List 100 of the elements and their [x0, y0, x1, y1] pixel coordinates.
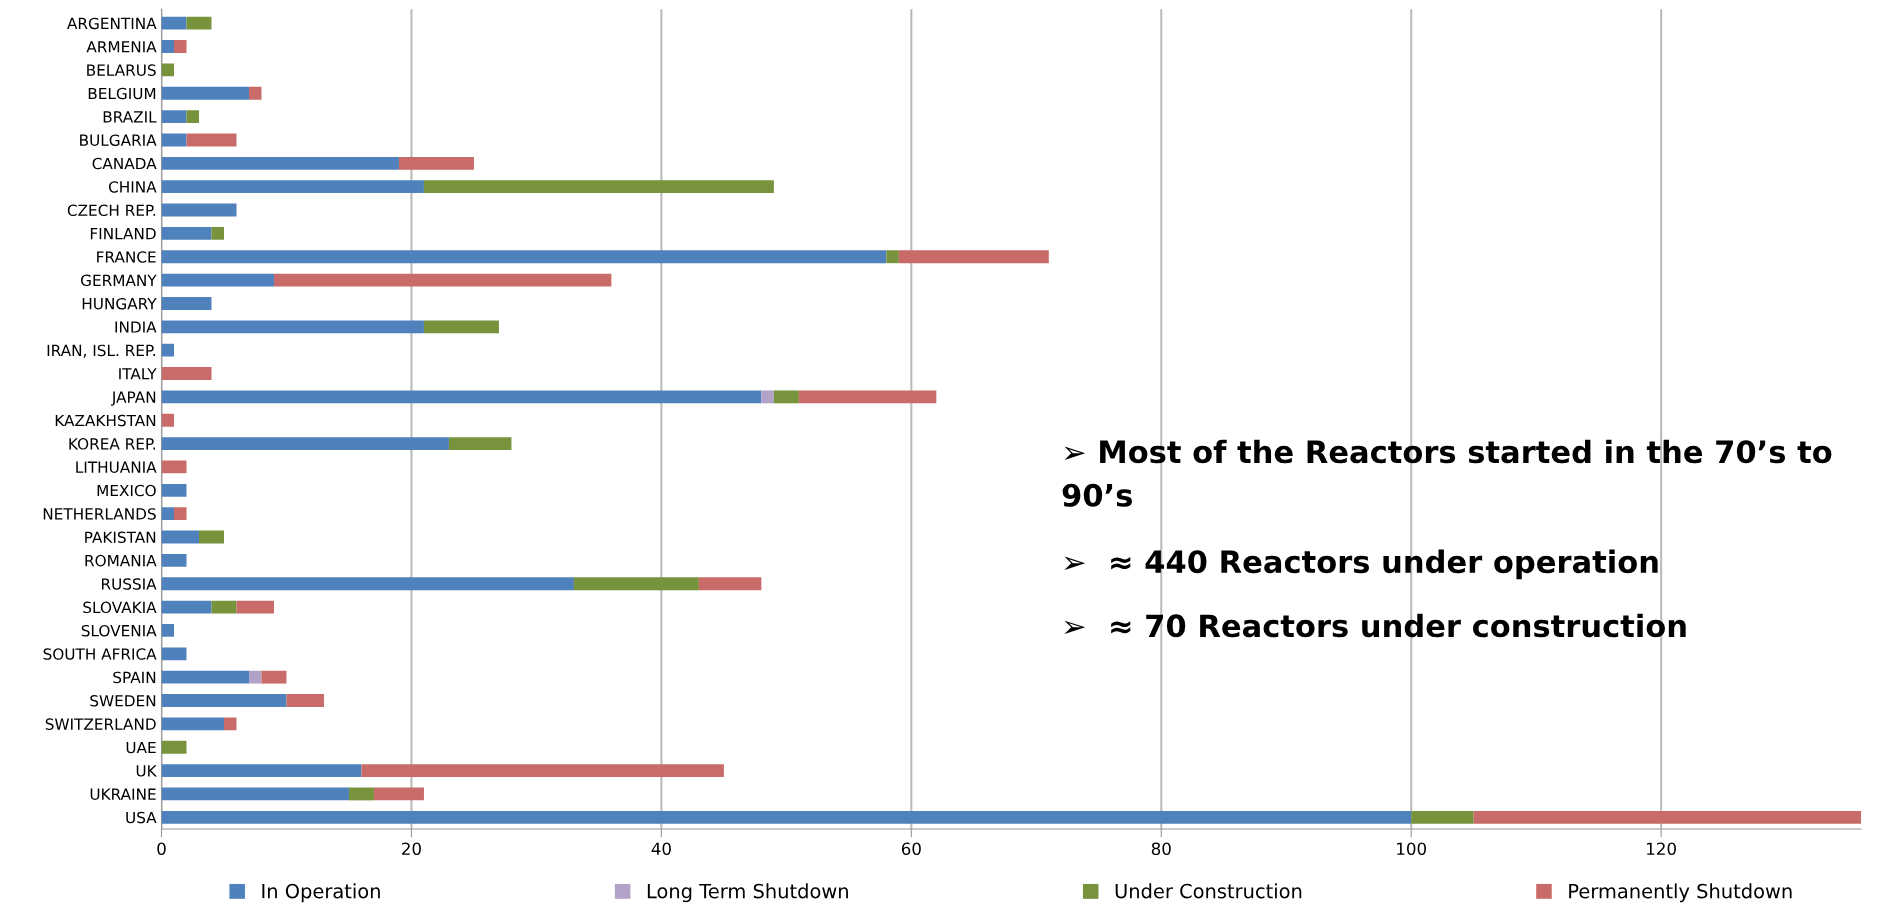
bar [161, 226, 212, 240]
bar [348, 787, 374, 801]
y-tick-label: LITHUANIA [76, 461, 157, 473]
bar [886, 250, 899, 264]
bar [161, 320, 424, 334]
y-tick-label: NETHERLANDS [43, 508, 156, 520]
bar [161, 483, 187, 497]
y-tick-label: SOUTH AFRICA [43, 648, 157, 660]
bar [161, 16, 187, 30]
legend-label: Long Term Shutdown [647, 883, 848, 903]
bar [161, 764, 362, 778]
y-tick-label: CZECH REP. [67, 204, 155, 217]
bar [161, 577, 574, 591]
bar [773, 390, 799, 404]
y-tick-label: RUSSIA [101, 578, 157, 590]
bar [161, 670, 249, 684]
y-tick-label: ARGENTINA [67, 17, 157, 30]
bar [423, 320, 499, 334]
y-tick-label: ARMENIA [86, 41, 157, 53]
bar [161, 413, 174, 427]
y-tick-label: FINLAND [90, 228, 156, 240]
bar [223, 717, 237, 731]
y-tick-label: GERMANY [81, 274, 157, 287]
y-tick-label: ITALY [119, 368, 157, 380]
y-tick-label: HUNGARY [82, 297, 157, 310]
bar [573, 577, 699, 591]
bar [161, 156, 399, 170]
bar [186, 110, 199, 124]
y-tick-label: ROMANIA [85, 554, 157, 567]
bar [161, 40, 174, 53]
legend-label: In Operation [262, 883, 380, 903]
annotation: ➢ ≈ 440 Reactors under operation [1064, 549, 1658, 580]
y-tick-label: SWITZERLAND [45, 718, 156, 730]
bar [161, 787, 349, 801]
y-tick-label: UAE [126, 741, 156, 754]
y-tick-label: SLOVENIA [81, 624, 157, 637]
x-tick-label: 100 [1397, 842, 1427, 856]
x-tick-label: 20 [402, 842, 421, 856]
bar [161, 740, 187, 754]
bar [373, 787, 424, 801]
y-tick-label: USA [126, 811, 157, 824]
legend-label: Permanently Shutdown [1569, 883, 1792, 903]
y-tick-label: MEXICO [97, 484, 156, 497]
y-tick-label: SLOVAKIA [83, 601, 157, 614]
bar [186, 133, 237, 147]
bar [273, 273, 612, 287]
y-tick-label: CANADA [92, 157, 157, 170]
bar [398, 156, 474, 170]
x-tick-label: 60 [901, 842, 921, 856]
bar [161, 507, 174, 521]
bar [248, 670, 262, 684]
legend-label: Under Construction [1115, 883, 1302, 899]
y-tick-label: UK [136, 765, 157, 777]
y-tick-label: UKRAINE [90, 788, 156, 800]
bar [161, 647, 187, 661]
bar [798, 390, 937, 404]
bar [186, 16, 212, 30]
bar [1473, 810, 1862, 824]
y-tick-label: PAKISTAN [85, 531, 156, 544]
x-tick-label: 40 [651, 842, 671, 856]
bar [161, 180, 424, 194]
bar [161, 694, 287, 707]
bar [211, 600, 237, 614]
bar [286, 694, 324, 707]
bar [161, 553, 187, 567]
y-tick-label: KAZAKHSTAN [55, 414, 156, 427]
y-tick-label: CHINA [108, 181, 157, 193]
bar [161, 600, 212, 614]
bar [261, 670, 287, 684]
bar [161, 460, 187, 474]
y-tick-label: FRANCE [97, 251, 156, 263]
bar [161, 250, 887, 264]
bar [161, 343, 174, 357]
y-tick-label: BRAZIL [103, 111, 157, 123]
bar [161, 390, 762, 404]
bar [1411, 810, 1474, 824]
y-tick-label: JAPAN [111, 391, 156, 406]
bar [761, 390, 774, 404]
bar [161, 810, 1412, 824]
bar [161, 530, 199, 544]
bar [236, 600, 274, 614]
y-tick-label: INDIA [115, 321, 157, 333]
bar [174, 507, 187, 521]
bar [248, 86, 262, 100]
bar [161, 273, 274, 287]
y-tick-label: KOREA REP. [69, 438, 155, 450]
y-tick-label: SPAIN [113, 671, 156, 684]
bar [161, 367, 212, 380]
bar [211, 226, 224, 240]
bar [161, 63, 174, 77]
y-tick-label: BELGIUM [88, 87, 156, 100]
bar [199, 530, 224, 544]
bar [161, 717, 224, 731]
x-tick-label: 120 [1647, 842, 1676, 856]
bar [161, 110, 187, 124]
bar [161, 133, 187, 147]
annotation: ➢ Most of the Reactors started in the 70’s to 90’s [1062, 439, 1832, 507]
bar [161, 297, 212, 310]
y-tick-label: IRAN, ISL. REP. [47, 344, 155, 358]
x-tick-label: 80 [1151, 842, 1171, 856]
